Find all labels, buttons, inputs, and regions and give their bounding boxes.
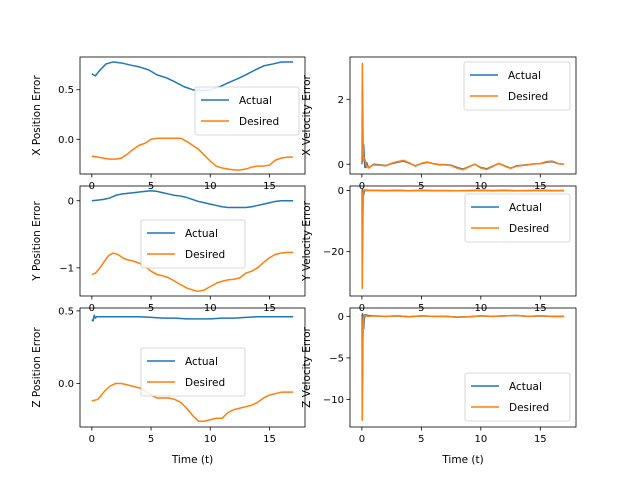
y-tick-label: 0.5 bbox=[58, 85, 74, 96]
x-tick-label: 0 bbox=[359, 181, 365, 192]
legend-label-desired: Desired bbox=[509, 402, 549, 414]
legend-label-actual: Actual bbox=[509, 381, 542, 393]
series-line-desired bbox=[361, 62, 565, 171]
x-tick-label: 5 bbox=[148, 181, 154, 192]
series-line-desired bbox=[361, 313, 565, 422]
subplot-6: 0 5 10 15 0 −5 −10 Z Velocity Error Time (t) Actu… bbox=[301, 307, 577, 466]
x-tick-label: 0 bbox=[359, 434, 365, 445]
y-tick-label: −5 bbox=[329, 353, 344, 364]
legend-frame bbox=[140, 219, 246, 269]
y-tick-label: 0 bbox=[68, 196, 74, 207]
legend: Actual Desired bbox=[140, 219, 246, 269]
y-axis-label: Z Velocity Error bbox=[301, 326, 313, 407]
series-line-actual bbox=[91, 61, 294, 92]
legend-label-desired: Desired bbox=[509, 223, 549, 235]
y-tick-label: 0.5 bbox=[58, 306, 74, 317]
x-axis-label: Time (t) bbox=[171, 454, 213, 466]
x-tick-label: 0 bbox=[89, 181, 95, 192]
x-tick-label: 0 bbox=[89, 303, 95, 314]
y-tick-label: −10 bbox=[323, 395, 344, 406]
x-tick-label: 5 bbox=[418, 181, 424, 192]
y-tick-label: 0 bbox=[338, 186, 344, 197]
series-line-desired bbox=[361, 189, 565, 290]
series-line-desired bbox=[91, 251, 294, 293]
x-tick-label: 0 bbox=[89, 434, 95, 445]
y-tick-label: 0.0 bbox=[58, 379, 74, 390]
legend: Actual Desired bbox=[464, 193, 571, 243]
axes-frame bbox=[79, 185, 306, 297]
y-tick-label: 0 bbox=[338, 160, 344, 171]
x-tick-label: 10 bbox=[474, 303, 487, 314]
x-tick-label: 15 bbox=[263, 181, 276, 192]
legend-label-actual: Actual bbox=[185, 356, 218, 368]
y-tick-label: 0.0 bbox=[58, 135, 74, 146]
legend: Actual Desired bbox=[463, 61, 571, 111]
y-axis-label: Z Position Error bbox=[31, 327, 43, 408]
legend-frame bbox=[464, 193, 571, 243]
legend-label-desired: Desired bbox=[239, 116, 279, 128]
subplot-1: 0 5 10 15 0.0 0.5 X Position Error Actual Desire… bbox=[31, 56, 306, 192]
axes-frame bbox=[349, 185, 577, 297]
y-tick-label: −20 bbox=[323, 247, 344, 258]
x-tick-label: 5 bbox=[148, 303, 154, 314]
axes-frame bbox=[349, 307, 577, 428]
x-tick-label: 15 bbox=[263, 434, 276, 445]
subplot-4: 0 5 10 15 0 −20 Y Velocity Error Actual Desired bbox=[301, 185, 577, 314]
x-tick-label: 10 bbox=[474, 181, 487, 192]
legend: Actual Desired bbox=[194, 86, 300, 136]
axes-frame bbox=[79, 56, 306, 175]
legend-frame bbox=[140, 347, 246, 397]
x-tick-label: 5 bbox=[418, 303, 424, 314]
x-tick-label: 5 bbox=[148, 434, 154, 445]
series-line-desired bbox=[91, 137, 294, 171]
legend-label-actual: Actual bbox=[239, 95, 272, 107]
series-line-actual bbox=[91, 189, 294, 209]
legend-frame bbox=[464, 372, 571, 422]
series-line-desired bbox=[91, 382, 294, 422]
legend-frame bbox=[463, 61, 571, 111]
legend-label-actual: Actual bbox=[185, 228, 218, 240]
legend-label-actual: Actual bbox=[509, 202, 542, 214]
y-axis-label: X Velocity Error bbox=[301, 74, 313, 155]
y-tick-label: 0 bbox=[338, 312, 344, 323]
x-tick-label: 10 bbox=[204, 303, 217, 314]
x-tick-label: 15 bbox=[534, 303, 547, 314]
subplot-5: 0 5 10 15 0.0 0.5 Z Position Error Time (t) Actu… bbox=[31, 306, 306, 466]
x-tick-label: 0 bbox=[359, 303, 365, 314]
x-tick-label: 5 bbox=[418, 434, 424, 445]
x-tick-label: 15 bbox=[263, 303, 276, 314]
legend: Actual Desired bbox=[140, 347, 246, 397]
legend-label-desired: Desired bbox=[185, 377, 225, 389]
legend: Actual Desired bbox=[464, 372, 571, 422]
y-tick-label: −1 bbox=[59, 263, 74, 274]
x-tick-label: 10 bbox=[474, 434, 487, 445]
legend-label-desired: Desired bbox=[185, 249, 225, 261]
legend-label-actual: Actual bbox=[508, 70, 541, 82]
y-tick-label: 2 bbox=[338, 95, 344, 106]
axes-frame bbox=[349, 56, 577, 175]
legend-label-desired: Desired bbox=[508, 91, 548, 103]
axes-frame bbox=[79, 307, 306, 428]
legend-frame bbox=[194, 86, 300, 136]
x-axis-label: Time (t) bbox=[441, 454, 483, 466]
y-axis-label: Y Velocity Error bbox=[301, 200, 313, 282]
y-axis-label: Y Position Error bbox=[31, 201, 43, 282]
subplot-2: 0 5 10 15 0 2 X Velocity Error Actual Desired bbox=[301, 56, 577, 192]
subplot-3: 0 5 10 15 0 −1 Y Position Error Actual Desired bbox=[31, 185, 306, 314]
series-line-actual bbox=[91, 314, 294, 322]
y-axis-label: X Position Error bbox=[31, 75, 43, 156]
x-tick-label: 10 bbox=[204, 181, 217, 192]
x-tick-label: 15 bbox=[534, 181, 547, 192]
x-tick-label: 15 bbox=[534, 434, 547, 445]
x-tick-label: 10 bbox=[204, 434, 217, 445]
